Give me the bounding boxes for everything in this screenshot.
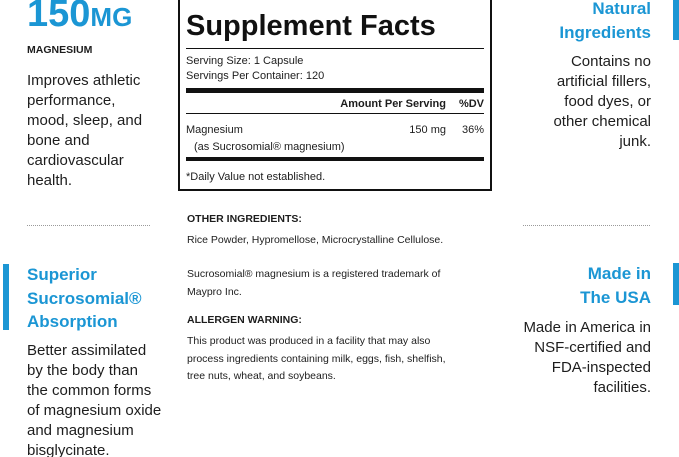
text-line: tree nuts, wheat, and soybeans. xyxy=(187,370,336,382)
left-bottom-text: Better assimilated by the body than the co… xyxy=(27,341,161,457)
text-line: and magnesium xyxy=(27,422,134,439)
text-line: process ingredients containing milk, egg… xyxy=(187,352,446,365)
section-heading: ALLERGEN WARNING: xyxy=(187,314,302,326)
title-line: Absorption xyxy=(27,312,118,331)
serving-size: Serving Size: 1 Capsule xyxy=(186,55,304,67)
right-top-text: Contains no artificial fillers, food dyes,… xyxy=(553,52,651,152)
left-bottom-title: Superior Sucrosomial® Absorption xyxy=(27,263,142,334)
title-line: The USA xyxy=(580,287,651,307)
text-line: facilities. xyxy=(593,379,651,396)
accent-bar xyxy=(673,263,679,305)
text-line: bisglycinate. xyxy=(27,442,110,457)
divider xyxy=(27,225,150,226)
text-line: Improves athletic xyxy=(27,72,141,89)
accent-bar xyxy=(673,0,679,40)
footnote: *Daily Value not established. xyxy=(186,171,326,183)
text-line: the common forms xyxy=(27,382,152,399)
allergen-text: This product was produced in a facility … xyxy=(187,333,446,386)
text-line: Made in America in xyxy=(523,319,651,336)
section-heading: OTHER INGREDIENTS: xyxy=(187,213,302,225)
text-line: performance, xyxy=(27,92,116,109)
dose-value: 150 xyxy=(27,0,91,35)
right-top-title: Natural Ingredients xyxy=(559,0,651,44)
rule xyxy=(186,157,484,161)
text-line: NSF-certified and xyxy=(534,339,651,356)
text-line: artificial fillers, xyxy=(556,73,651,90)
dose-label: MAGNESIUM xyxy=(27,44,93,56)
trademark-text: Sucrosomial® magnesium is a registered t… xyxy=(187,265,440,301)
facts-title: Supplement Facts xyxy=(186,10,436,42)
rule xyxy=(186,88,484,93)
text-line: bone and xyxy=(27,132,90,149)
dose-unit: MG xyxy=(90,2,133,32)
servings: Servings Per Container: 120 xyxy=(186,70,325,82)
text-line: health. xyxy=(27,172,73,189)
text-line: Maypro Inc. xyxy=(187,286,242,298)
dv-header: %DV xyxy=(458,98,484,110)
nutrient: Magnesium xyxy=(186,124,243,136)
nutrient-source: (as Sucrosomial® magnesium) xyxy=(194,141,345,153)
text-line: This product was produced in a facility … xyxy=(187,335,431,347)
divider xyxy=(523,225,650,226)
text-line: other chemical xyxy=(553,113,651,130)
title-line: Ingredients xyxy=(559,22,651,42)
text-line: mood, sleep, and xyxy=(27,112,143,129)
title-line: Superior xyxy=(27,265,97,284)
nutrient-amount: 150 mg xyxy=(409,124,446,136)
text-line: food dyes, or xyxy=(564,93,651,110)
dose: 150MG xyxy=(27,0,132,37)
title-line: Natural xyxy=(592,0,651,18)
title-line: Made in xyxy=(587,264,651,283)
nutrient-dv: 36% xyxy=(461,124,484,136)
right-bottom-text: Made in America in NSF-certified and FDA-i… xyxy=(523,318,651,398)
text-line: Contains no xyxy=(570,53,651,70)
rule xyxy=(186,113,484,114)
text-line: Sucrosomial® magnesium is a registered t… xyxy=(187,268,441,280)
text-line: FDA-inspected xyxy=(551,359,651,376)
text-line: Better assimilated xyxy=(27,342,147,359)
text-line: cardiovascular xyxy=(27,152,124,169)
facts-panel: Supplement Facts Serving Size: 1 Capsule… xyxy=(178,0,492,191)
accent-bar xyxy=(3,264,9,330)
right-bottom-title: Made in The USA xyxy=(580,262,651,309)
text-line: junk. xyxy=(619,133,651,150)
text-line: by the body than xyxy=(27,362,138,379)
section-text: Rice Powder, Hypromellose, Microcrystall… xyxy=(187,234,444,246)
amount-header: Amount Per Serving xyxy=(340,98,446,110)
text-line: of magnesium oxide xyxy=(27,402,162,419)
title-line: Sucrosomial® xyxy=(27,288,142,308)
rule xyxy=(186,48,484,49)
left-top-text: Improves athletic performance, mood, sleep… xyxy=(27,71,142,191)
